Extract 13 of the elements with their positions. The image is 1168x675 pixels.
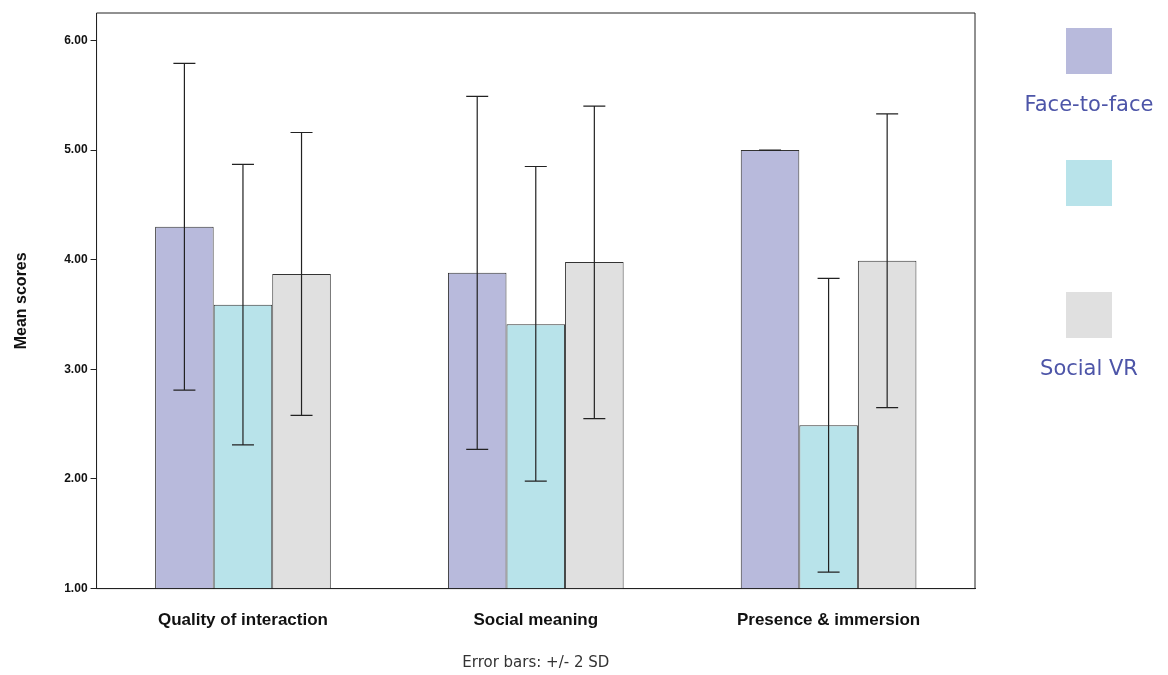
y-tick-label: 2.00 [64,471,88,486]
y-tick-label: 5.00 [64,142,88,157]
x-tick-label: Social meaning [473,610,599,630]
y-axis-title: Mean scores [12,252,30,350]
text: Error bars: +/- 2 SD [462,653,610,671]
legend-label: Social VR [1040,356,1138,380]
y-tick-label: 1.00 [64,580,88,595]
legend-label: Face-to-face [1024,92,1154,116]
x-tick-label: Presence & immersion [736,610,921,630]
y-tick-label: 4.00 [64,252,88,266]
y-tick-label: 3.00 [64,361,88,376]
x-tick-label: Quality of interaction [157,610,328,630]
y-tick-label: 6.00 [64,32,88,47]
